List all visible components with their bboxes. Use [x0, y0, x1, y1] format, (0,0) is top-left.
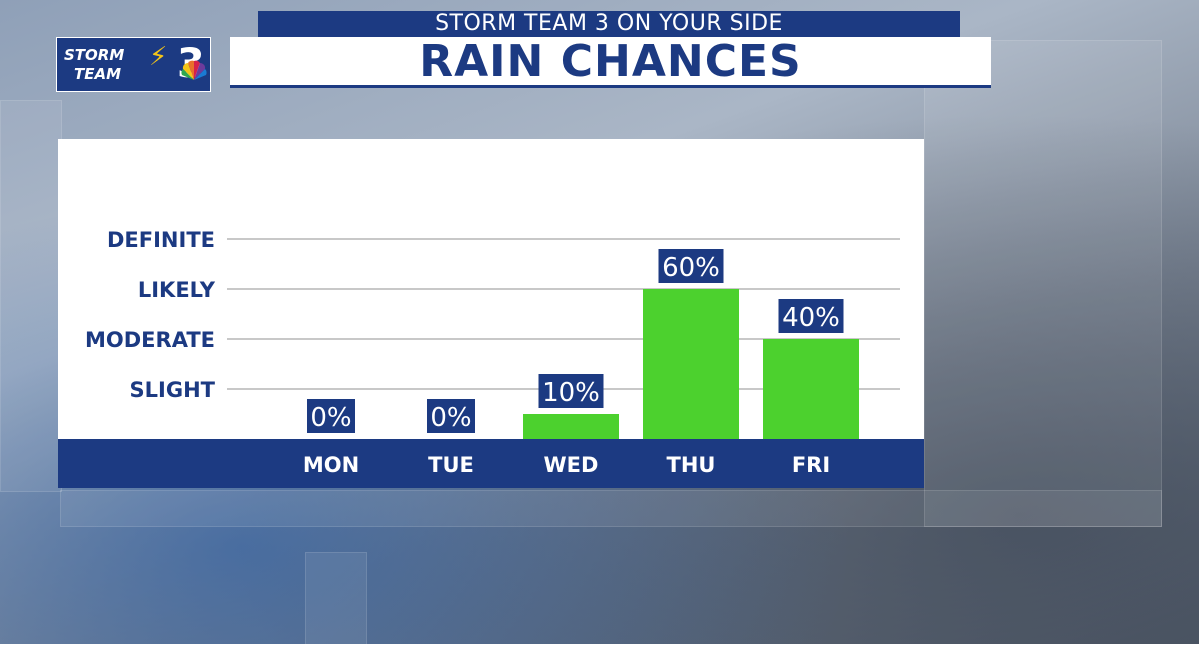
x-tick-label: THU: [667, 453, 716, 477]
background-pane: [0, 100, 62, 492]
background-pane: [924, 40, 1162, 527]
bar: [643, 289, 739, 439]
logo-line-1: STORM: [64, 46, 125, 64]
day-axis-bar: [58, 439, 924, 488]
lightning-bolt-icon: ⚡: [149, 42, 168, 72]
background-pane: [60, 490, 1162, 527]
background-pane: [305, 552, 367, 646]
x-tick-label: TUE: [428, 453, 474, 477]
x-tick-label: MON: [303, 453, 359, 477]
y-level-label: MODERATE: [85, 328, 215, 352]
bar: [763, 339, 859, 439]
data-label: 60%: [662, 253, 720, 283]
peacock-icon: [181, 60, 207, 80]
data-label-box: [778, 299, 844, 333]
y-level-label: SLIGHT: [130, 378, 216, 402]
bar: [523, 414, 619, 439]
x-tick-label: WED: [544, 453, 599, 477]
top-banner: STORM TEAM 3 ON YOUR SIDE: [258, 11, 960, 37]
data-label: 0%: [310, 403, 351, 433]
y-level-label: LIKELY: [138, 278, 216, 302]
data-label-box: [658, 249, 724, 283]
y-level-label: DEFINITE: [107, 228, 215, 252]
data-label: 10%: [542, 378, 600, 408]
logo-line-2: TEAM: [74, 65, 122, 83]
data-label-box: [307, 399, 355, 433]
data-label: 0%: [430, 403, 471, 433]
data-label: 40%: [782, 303, 840, 333]
data-label-box: [538, 374, 604, 408]
x-tick-label: FRI: [792, 453, 830, 477]
data-label-box: [427, 399, 475, 433]
page-title: RAIN CHANCES: [230, 37, 991, 88]
